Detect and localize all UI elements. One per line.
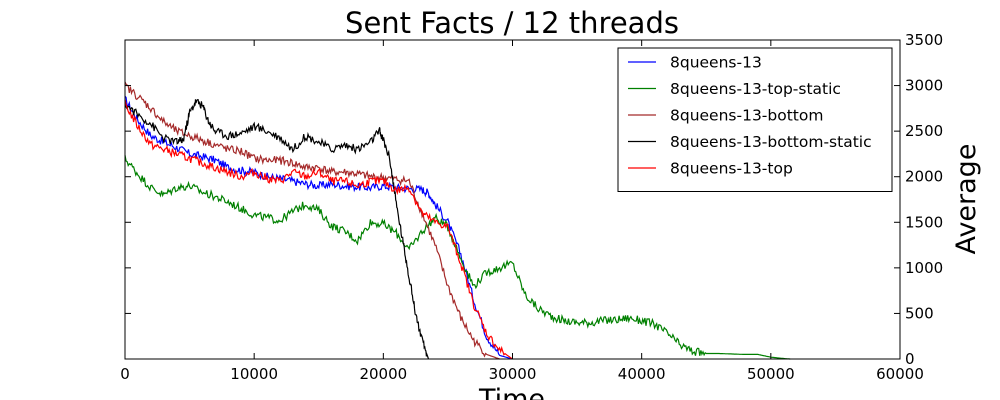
legend-label: 8queens-13 [670, 54, 762, 72]
series-line-8queens-13-top [124, 99, 513, 360]
series-line-8queens-13-bottom [124, 81, 500, 360]
series-line-8queens-13-bottom-static [124, 98, 430, 360]
chart-title: Sent Facts / 12 threads [345, 6, 679, 40]
x-tick-label: 60000 [876, 365, 924, 383]
y-tick-label: 2000 [905, 168, 943, 186]
x-tick-label: 10000 [230, 365, 278, 383]
y-tick-label: 3500 [905, 31, 943, 49]
x-tick-label: 30000 [489, 365, 537, 383]
x-tick-label: 20000 [359, 365, 407, 383]
legend-label: 8queens-13-top-static [670, 80, 841, 98]
ticks-layer: 0 10000 20000 30000 40000 50000 60000050010001… [120, 31, 943, 383]
y-tick-label: 1500 [905, 213, 943, 231]
x-tick-label: 0 [120, 365, 130, 383]
y-axis-label: Average [951, 144, 982, 255]
legend-box [617, 47, 893, 192]
legend: 8queens-13 8queens-13-top-static 8queens-1… [617, 47, 893, 192]
series-layer [124, 81, 791, 360]
x-tick-label: 50000 [747, 365, 795, 383]
series-line-8queens-13-top-static [124, 154, 791, 360]
y-tick-label: 0 [905, 350, 915, 368]
x-axis-label: Time [478, 384, 545, 400]
y-tick-label: 1000 [905, 259, 943, 277]
y-tick-label: 3000 [905, 77, 943, 95]
legend-label: 8queens-13-top [670, 160, 793, 178]
y-tick-label: 500 [905, 304, 934, 322]
x-tick-label: 40000 [618, 365, 666, 383]
y-tick-label: 2500 [905, 122, 943, 140]
legend-label: 8queens-13-bottom [670, 107, 823, 125]
legend-label: 8queens-13-bottom-static [670, 133, 872, 151]
